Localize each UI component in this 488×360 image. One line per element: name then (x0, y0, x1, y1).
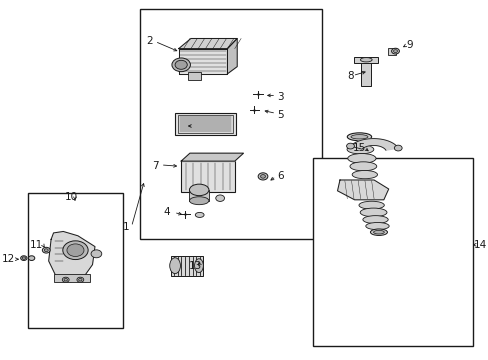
Ellipse shape (349, 162, 376, 171)
Ellipse shape (362, 216, 387, 224)
Bar (28, 193, 122, 328)
Polygon shape (181, 153, 243, 161)
Ellipse shape (373, 230, 384, 234)
Text: 15: 15 (352, 143, 365, 153)
Ellipse shape (360, 208, 386, 217)
Ellipse shape (169, 258, 180, 274)
Text: 13: 13 (189, 261, 202, 271)
Bar (312, 158, 472, 346)
Ellipse shape (393, 145, 401, 151)
Bar (188, 72, 200, 80)
Text: 9: 9 (406, 40, 412, 50)
Ellipse shape (351, 171, 377, 179)
Polygon shape (350, 139, 397, 150)
Ellipse shape (62, 241, 88, 260)
Text: 3: 3 (277, 92, 283, 102)
Ellipse shape (195, 212, 203, 217)
Bar (353, 57, 378, 63)
Text: 1: 1 (123, 222, 130, 232)
Ellipse shape (28, 256, 35, 261)
Polygon shape (227, 39, 237, 74)
Ellipse shape (346, 143, 354, 149)
Ellipse shape (365, 222, 388, 230)
Ellipse shape (62, 277, 69, 282)
Ellipse shape (44, 249, 48, 252)
Bar (361, 61, 370, 86)
Text: 10: 10 (65, 192, 78, 202)
Ellipse shape (189, 184, 208, 196)
Bar (175, 113, 236, 135)
Polygon shape (49, 231, 95, 282)
Ellipse shape (215, 195, 224, 202)
Ellipse shape (393, 50, 397, 53)
Bar (189, 190, 208, 201)
Bar (178, 115, 232, 133)
Ellipse shape (175, 60, 187, 69)
Ellipse shape (260, 175, 265, 178)
Bar (387, 48, 395, 55)
Bar (140, 9, 322, 239)
Ellipse shape (358, 201, 384, 209)
Ellipse shape (346, 145, 373, 154)
Bar (171, 256, 203, 276)
Text: 2: 2 (146, 36, 153, 46)
Ellipse shape (42, 247, 50, 253)
Ellipse shape (79, 279, 82, 281)
Bar (181, 161, 234, 192)
Ellipse shape (370, 229, 386, 235)
Ellipse shape (172, 58, 190, 72)
Ellipse shape (194, 259, 203, 273)
Ellipse shape (20, 256, 27, 261)
Ellipse shape (346, 133, 371, 141)
Text: 6: 6 (277, 171, 283, 181)
Ellipse shape (391, 48, 399, 54)
Text: 14: 14 (473, 240, 487, 250)
Ellipse shape (91, 250, 102, 258)
Text: 11: 11 (29, 240, 42, 250)
Ellipse shape (347, 153, 375, 163)
Text: 4: 4 (163, 207, 169, 217)
Ellipse shape (77, 277, 83, 282)
Ellipse shape (67, 244, 84, 256)
Polygon shape (337, 180, 388, 200)
Text: 5: 5 (277, 110, 283, 120)
Ellipse shape (360, 58, 371, 62)
Ellipse shape (350, 135, 367, 139)
Polygon shape (179, 39, 237, 49)
Bar (54, 274, 90, 282)
Ellipse shape (22, 257, 25, 259)
Text: 7: 7 (152, 161, 159, 171)
Ellipse shape (189, 197, 208, 204)
Polygon shape (179, 49, 227, 74)
Ellipse shape (64, 279, 67, 281)
Ellipse shape (258, 173, 267, 180)
Text: 8: 8 (346, 71, 353, 81)
Text: 12: 12 (1, 254, 15, 264)
